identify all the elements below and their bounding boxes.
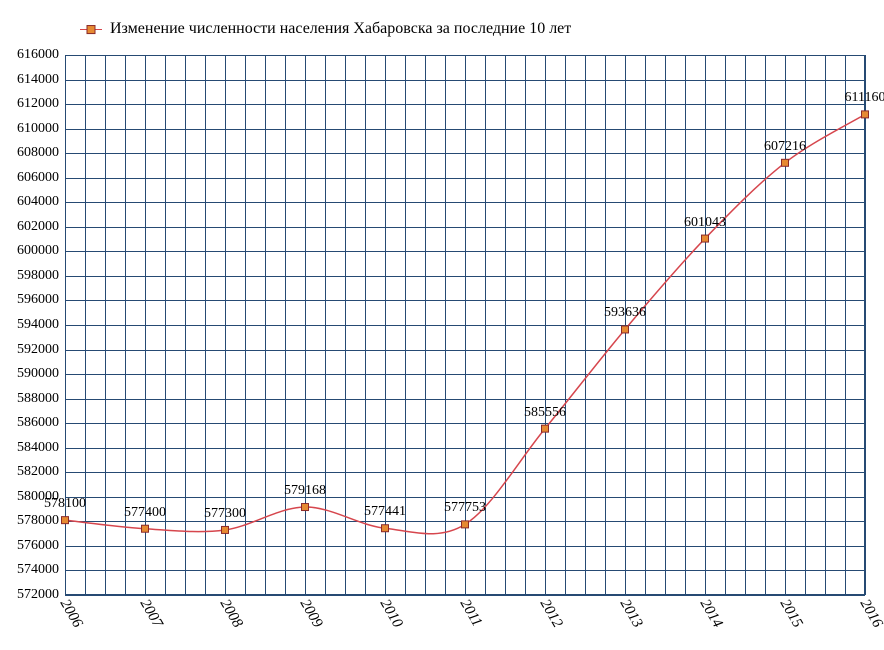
gridline-vertical [65,55,66,595]
data-label: 579168 [284,483,326,499]
gridline-vertical [805,55,806,595]
legend-marker [80,29,102,30]
gridline-vertical [525,55,526,595]
x-tick-label: 2016 [856,596,884,630]
gridline-vertical [545,55,546,595]
data-label: 593636 [604,305,646,321]
data-label: 577753 [444,500,486,516]
gridline-vertical [585,55,586,595]
y-tick-label: 602000 [17,219,65,235]
gridline-vertical [865,55,866,595]
y-tick-label: 588000 [17,391,65,407]
chart-container: Изменение численности населения Хабаровс… [0,0,884,650]
legend-label: Изменение численности населения Хабаровс… [110,20,571,38]
gridline-vertical [325,55,326,595]
y-tick-label: 614000 [17,72,65,88]
y-tick-label: 600000 [17,243,65,259]
x-tick-label: 2007 [136,596,166,630]
y-tick-label: 604000 [17,194,65,210]
gridline-vertical [765,55,766,595]
y-tick-label: 590000 [17,366,65,382]
y-tick-label: 596000 [17,292,65,308]
y-tick-label: 578000 [17,513,65,529]
y-tick-label: 584000 [17,440,65,456]
chart-legend: Изменение численности населения Хабаровс… [80,20,571,38]
gridline-vertical [725,55,726,595]
y-tick-label: 582000 [17,464,65,480]
data-label: 601043 [684,215,726,231]
gridline-vertical [505,55,506,595]
gridline-vertical [565,55,566,595]
data-label: 585556 [524,405,566,421]
gridline-vertical [645,55,646,595]
x-tick-label: 2006 [56,596,86,630]
gridline-vertical [705,55,706,595]
x-tick-label: 2011 [456,596,485,630]
data-label: 611160 [845,90,884,106]
data-label: 577400 [124,505,166,521]
x-tick-label: 2008 [216,596,246,630]
x-tick-label: 2009 [296,596,326,630]
gridline-vertical [625,55,626,595]
y-tick-label: 598000 [17,268,65,284]
x-tick-label: 2014 [696,596,726,630]
gridline-vertical [685,55,686,595]
gridline-vertical [285,55,286,595]
gridline-vertical [605,55,606,595]
gridline-vertical [425,55,426,595]
y-tick-label: 606000 [17,170,65,186]
gridline-vertical [665,55,666,595]
gridline-vertical [825,55,826,595]
gridline-vertical [845,55,846,595]
gridline-vertical [185,55,186,595]
y-tick-label: 608000 [17,145,65,161]
y-tick-label: 592000 [17,342,65,358]
gridline-vertical [785,55,786,595]
y-tick-label: 594000 [17,317,65,333]
x-tick-label: 2015 [776,596,806,630]
x-tick-label: 2010 [376,596,406,630]
data-label: 607216 [764,139,806,155]
y-tick-label: 612000 [17,96,65,112]
y-tick-label: 586000 [17,415,65,431]
gridline-vertical [745,55,746,595]
data-label: 578100 [44,496,86,512]
y-tick-label: 574000 [17,562,65,578]
y-tick-label: 572000 [17,587,65,603]
gridline-vertical [305,55,306,595]
x-tick-label: 2013 [616,596,646,630]
gridline-vertical [105,55,106,595]
plot-area: 5720005740005760005780005800005820005840… [65,55,865,595]
gridline-vertical [345,55,346,595]
x-tick-label: 2012 [536,596,566,630]
data-label: 577300 [204,506,246,522]
gridline-vertical [265,55,266,595]
y-tick-label: 610000 [17,121,65,137]
gridline-horizontal [65,595,865,596]
gridline-vertical [85,55,86,595]
y-tick-label: 576000 [17,538,65,554]
y-tick-label: 616000 [17,47,65,63]
data-label: 577441 [364,504,406,520]
